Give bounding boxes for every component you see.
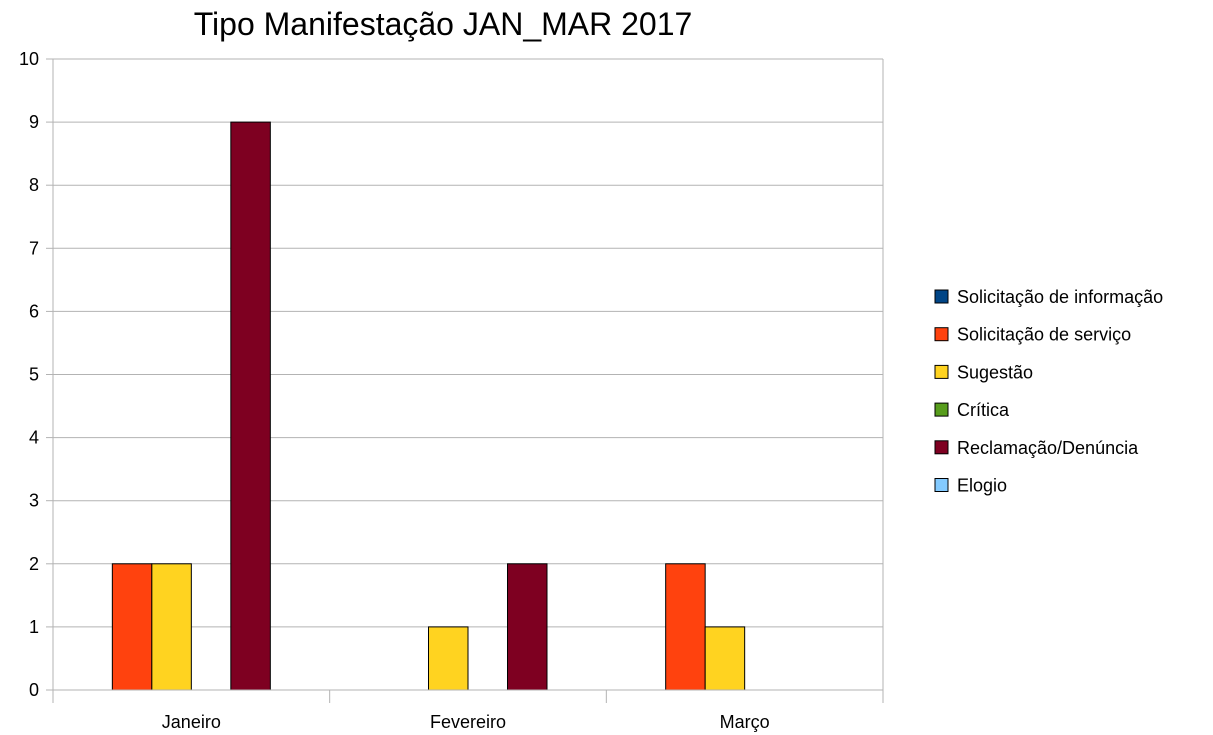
y-tick-label: 9: [29, 112, 39, 132]
x-tick-label: Fevereiro: [430, 712, 506, 732]
bar: [665, 563, 706, 691]
bar: [111, 563, 153, 691]
axes: 0 1 2 3 4 5 6 7 8 9 10 Janeiro Fevereiro Março: [19, 49, 884, 732]
legend-label: Sugestão: [957, 362, 1033, 382]
x-tick-label: Janeiro: [162, 712, 221, 732]
x-tick-label: Março: [720, 712, 770, 732]
bar: [151, 563, 192, 691]
legend-swatch: [934, 327, 949, 342]
legend-label: Solicitação de serviço: [957, 325, 1131, 345]
y-tick-label: 2: [29, 554, 39, 574]
y-tick-label: 7: [29, 238, 39, 258]
legend-swatch: [934, 289, 949, 304]
chart-title: Tipo Manifestação JAN_MAR 2017: [194, 6, 693, 42]
legend-swatch: [934, 440, 949, 455]
legend: Solicitação de informação Solicitação de …: [934, 287, 1163, 496]
bar: [507, 563, 548, 691]
y-tick-label: 8: [29, 175, 39, 195]
y-tick-label: 0: [29, 680, 39, 700]
y-tick-label: 5: [29, 365, 39, 385]
legend-label: Solicitação de informação: [957, 287, 1163, 307]
y-tick-label: 6: [29, 301, 39, 321]
y-tick-label: 4: [29, 428, 39, 448]
bar: [230, 121, 271, 691]
legend-label: Crítica: [957, 400, 1010, 420]
bar: [704, 626, 746, 691]
bar: [428, 626, 469, 691]
legend-label: Reclamação/Denúncia: [957, 438, 1139, 458]
bars: [111, 121, 746, 691]
y-tick-label: 1: [29, 617, 39, 637]
legend-swatch: [934, 402, 949, 417]
legend-swatch: [934, 478, 949, 492]
y-tick-label: 3: [29, 491, 39, 511]
y-tick-label: 10: [19, 49, 39, 69]
legend-swatch: [934, 364, 949, 379]
legend-label: Elogio: [957, 476, 1007, 496]
